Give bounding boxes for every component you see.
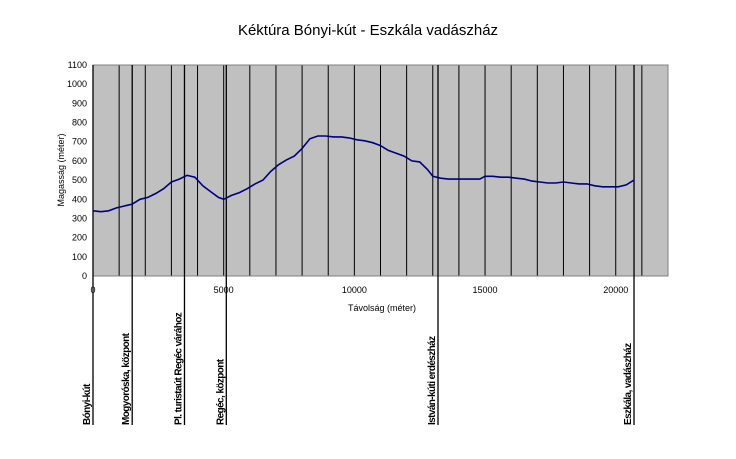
y-axis-label: Magasság (méter) (56, 133, 66, 206)
waypoint-markers: Bónyi-kút Mogyoróska, központ Pl. turistaú… (82, 65, 635, 425)
x-axis-label: Távolság (méter) (348, 303, 416, 313)
y-tick-label: 600 (72, 156, 87, 166)
waypoint-label: István-kúti erdészház (427, 336, 438, 425)
elevation-line (92, 135, 635, 213)
y-tick-label: 300 (72, 213, 87, 223)
y-tick-label: 100 (72, 252, 87, 262)
y-tick-label: 200 (72, 233, 87, 243)
x-tick-label: 15000 (473, 285, 498, 295)
waypoint-label: Pl. turistaút Regéc várához (173, 312, 184, 425)
y-tick-label: 500 (72, 175, 87, 185)
y-axis-ticks: 0 100 200 300 400 500 600 700 800 900 1000 1100 (67, 60, 87, 281)
waypoint-label: Regéc, központ (215, 358, 226, 425)
waypoint-label: Bónyi-kút (82, 383, 93, 425)
y-tick-label: 400 (72, 194, 87, 204)
y-tick-label: 800 (72, 118, 87, 128)
x-tick-label: 5000 (214, 285, 234, 295)
y-tick-label: 0 (82, 271, 87, 281)
chart-title: Kéktúra Bónyi-kút - Eszkála vadászház (238, 22, 498, 39)
waypoint-label: Mogyoróska, központ (121, 332, 132, 425)
waypoint-label: Eszkála, vadászház (623, 343, 634, 425)
grid (118, 65, 643, 276)
x-tick-label: 10000 (342, 285, 367, 295)
x-tick-label: 20000 (603, 285, 628, 295)
y-tick-label: 700 (72, 137, 87, 147)
y-tick-label: 1100 (68, 60, 87, 70)
y-tick-label: 1000 (67, 79, 87, 89)
y-tick-label: 900 (72, 98, 87, 108)
